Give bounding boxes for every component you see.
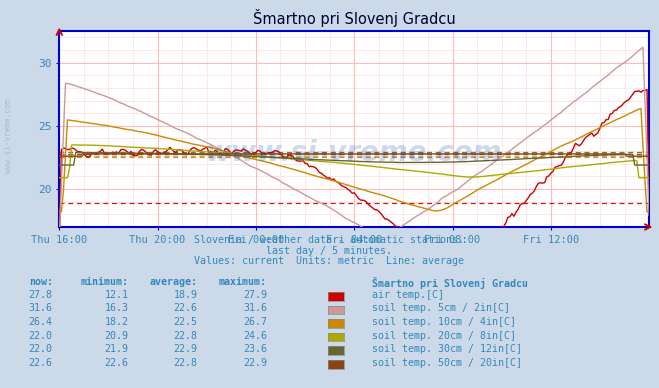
Text: 23.6: 23.6 [243,344,267,354]
Text: 20.9: 20.9 [105,331,129,341]
Text: 22.0: 22.0 [29,331,53,341]
Text: soil temp. 30cm / 12in[C]: soil temp. 30cm / 12in[C] [372,344,523,354]
Text: 21.9: 21.9 [105,344,129,354]
Text: soil temp. 50cm / 20in[C]: soil temp. 50cm / 20in[C] [372,358,523,368]
Text: air temp.[C]: air temp.[C] [372,290,444,300]
Text: 22.8: 22.8 [174,358,198,368]
Text: 22.6: 22.6 [174,303,198,314]
Text: 24.6: 24.6 [243,331,267,341]
Text: www.si-vreme.com: www.si-vreme.com [206,139,502,166]
Text: 27.8: 27.8 [29,290,53,300]
Text: Values: current  Units: metric  Line: average: Values: current Units: metric Line: aver… [194,256,465,267]
Text: 27.9: 27.9 [243,290,267,300]
Text: now:: now: [29,277,53,288]
Text: 16.3: 16.3 [105,303,129,314]
Text: maximum:: maximum: [219,277,267,288]
Text: last day / 5 minutes.: last day / 5 minutes. [266,246,393,256]
Text: 22.8: 22.8 [174,331,198,341]
Text: 22.9: 22.9 [243,358,267,368]
Text: 31.6: 31.6 [29,303,53,314]
Text: 22.5: 22.5 [174,317,198,327]
Text: Slovenia / weather data - automatic stations.: Slovenia / weather data - automatic stat… [194,235,465,245]
Text: 22.0: 22.0 [29,344,53,354]
Text: minimum:: minimum: [80,277,129,288]
Title: Šmartno pri Slovenj Gradcu: Šmartno pri Slovenj Gradcu [253,9,455,27]
Text: 12.1: 12.1 [105,290,129,300]
Text: 22.6: 22.6 [105,358,129,368]
Text: soil temp. 20cm / 8in[C]: soil temp. 20cm / 8in[C] [372,331,517,341]
Text: 18.2: 18.2 [105,317,129,327]
Text: 26.7: 26.7 [243,317,267,327]
Text: 22.6: 22.6 [29,358,53,368]
Text: soil temp. 10cm / 4in[C]: soil temp. 10cm / 4in[C] [372,317,517,327]
Text: 22.9: 22.9 [174,344,198,354]
Text: 26.4: 26.4 [29,317,53,327]
Text: Šmartno pri Slovenj Gradcu: Šmartno pri Slovenj Gradcu [372,277,529,289]
Text: 18.9: 18.9 [174,290,198,300]
Text: www.si-vreme.com: www.si-vreme.com [4,99,13,173]
Text: 31.6: 31.6 [243,303,267,314]
Text: average:: average: [150,277,198,288]
Text: soil temp. 5cm / 2in[C]: soil temp. 5cm / 2in[C] [372,303,510,314]
